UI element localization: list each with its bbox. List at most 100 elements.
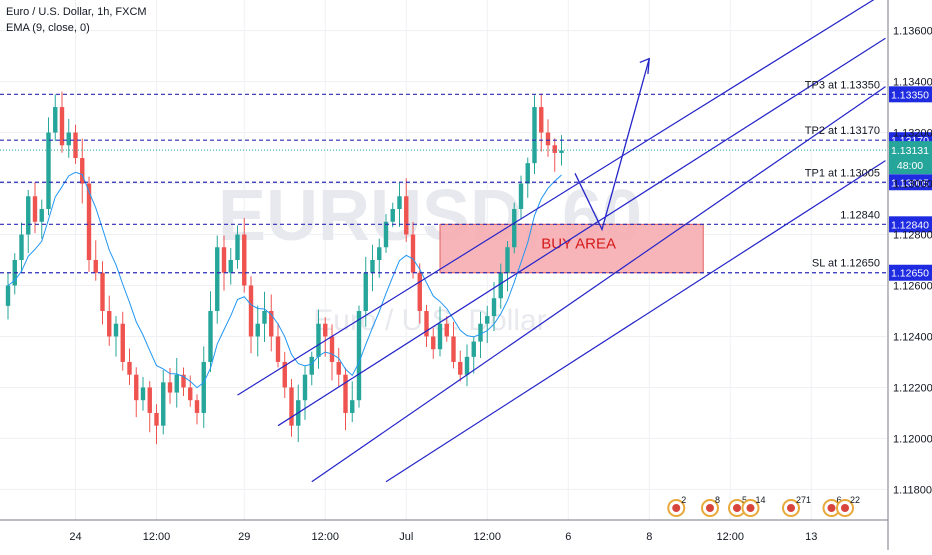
- x-tick-label: 12:00: [311, 531, 339, 543]
- candle-body: [390, 209, 395, 222]
- candle-body: [194, 400, 200, 413]
- candle-body: [188, 387, 193, 401]
- candle-body: [39, 209, 44, 222]
- x-tick-label: 13: [805, 531, 817, 543]
- candle-body: [302, 374, 308, 401]
- candle-body: [86, 183, 92, 260]
- y-tick-label: 1.13600: [893, 26, 932, 38]
- candle-body: [107, 310, 112, 337]
- chart-legend: Euro / U.S. Dollar, 1h, FXCM EMA (9, clo…: [6, 4, 147, 36]
- y-tick-label: 1.12600: [893, 280, 932, 292]
- watermark-name: Euro / U.S. Dollar: [313, 304, 546, 337]
- candle-body: [518, 183, 524, 210]
- candle-body: [464, 356, 470, 375]
- countdown-text: 48:00: [897, 160, 923, 172]
- candle-body: [80, 158, 85, 184]
- channel-line: [385, 160, 886, 483]
- candle-body: [451, 336, 456, 362]
- candle-body: [147, 387, 152, 413]
- candle-body: [397, 196, 402, 210]
- channel-line: [311, 86, 886, 483]
- candle-body: [174, 374, 179, 393]
- y-tick-label: 1.12000: [893, 433, 932, 445]
- candle-body: [525, 163, 530, 184]
- candle-body: [59, 107, 65, 146]
- candle-body: [262, 310, 267, 324]
- candle-body: [559, 150, 564, 153]
- candle-body: [458, 361, 463, 375]
- candle-body: [383, 221, 389, 248]
- price-tag-bg: [889, 174, 932, 191]
- candle-body: [539, 107, 544, 133]
- candle-body: [498, 272, 503, 299]
- x-tick-label: 8: [646, 531, 652, 543]
- x-tick-label: 29: [238, 531, 250, 543]
- candles: [5, 91, 564, 445]
- candle-body: [552, 145, 557, 153]
- candle-body: [46, 132, 51, 210]
- x-tick-label: 6: [565, 531, 571, 543]
- current-price-tag: [889, 141, 932, 175]
- price-tag-text: 1.13350: [891, 89, 929, 101]
- level-label: TP2 at 1.13170: [805, 125, 880, 137]
- candle-body: [53, 107, 58, 133]
- candle-body: [431, 336, 436, 350]
- candle-body: [32, 196, 38, 222]
- candle-body: [323, 323, 328, 337]
- candle-body: [545, 132, 551, 146]
- candle-body: [120, 323, 125, 362]
- candle-body: [437, 323, 443, 350]
- candle-body: [329, 336, 335, 362]
- candle-body: [363, 272, 368, 311]
- candle-body: [316, 323, 321, 357]
- event-count: 22: [850, 495, 860, 505]
- candle-body: [215, 247, 220, 311]
- x-tick-label: 12:00: [716, 531, 744, 543]
- buy-area-zone: [439, 223, 704, 274]
- candle-body: [309, 356, 314, 375]
- candle-body: [134, 374, 139, 401]
- candle-body: [424, 310, 429, 337]
- price-tag-text: 1.13005: [891, 177, 929, 189]
- event-count: 5: [742, 495, 747, 505]
- candle-body: [350, 400, 355, 413]
- candle-body: [512, 209, 517, 248]
- level-label: TP1 at 1.13005: [805, 167, 880, 179]
- projection-arrowhead: [639, 57, 650, 74]
- candle-body: [181, 374, 186, 388]
- candle-body: [19, 234, 24, 260]
- channel-line: [237, 0, 875, 396]
- candle-body: [289, 387, 294, 426]
- candle-body: [505, 247, 510, 273]
- ema-indicator-label: EMA (9, close, 0): [6, 22, 90, 34]
- candle-body: [356, 310, 362, 401]
- y-tick-label: 1.11800: [893, 484, 932, 496]
- candle-body: [471, 341, 476, 357]
- event-count: 14: [756, 495, 766, 505]
- candle-body: [208, 310, 213, 362]
- candle-body: [228, 260, 233, 273]
- candle-body: [491, 298, 497, 317]
- candle-body: [275, 336, 281, 362]
- candle-body: [485, 316, 490, 324]
- event-flag-dot: [706, 504, 714, 512]
- candle-body: [269, 310, 274, 337]
- y-tick-label: 1.13200: [893, 128, 932, 140]
- price-tag-text: 1.12650: [891, 268, 929, 280]
- candle-body: [93, 260, 98, 273]
- current-price-text: 1.13131: [891, 145, 929, 157]
- y-tick-label: 1.12400: [893, 331, 932, 343]
- candle-body: [140, 387, 146, 401]
- y-tick-label: 1.13400: [893, 77, 932, 89]
- event-count: 271: [796, 495, 811, 505]
- level-label: 1.12840: [840, 209, 880, 221]
- y-tick-label: 1.12200: [893, 382, 932, 394]
- event-flag-dot: [827, 504, 836, 512]
- projection-arrow: [574, 58, 650, 232]
- x-tick-label: 12:00: [473, 531, 501, 543]
- event-flag-dot: [787, 504, 795, 512]
- candle-body: [5, 285, 11, 306]
- candle-body: [73, 132, 78, 159]
